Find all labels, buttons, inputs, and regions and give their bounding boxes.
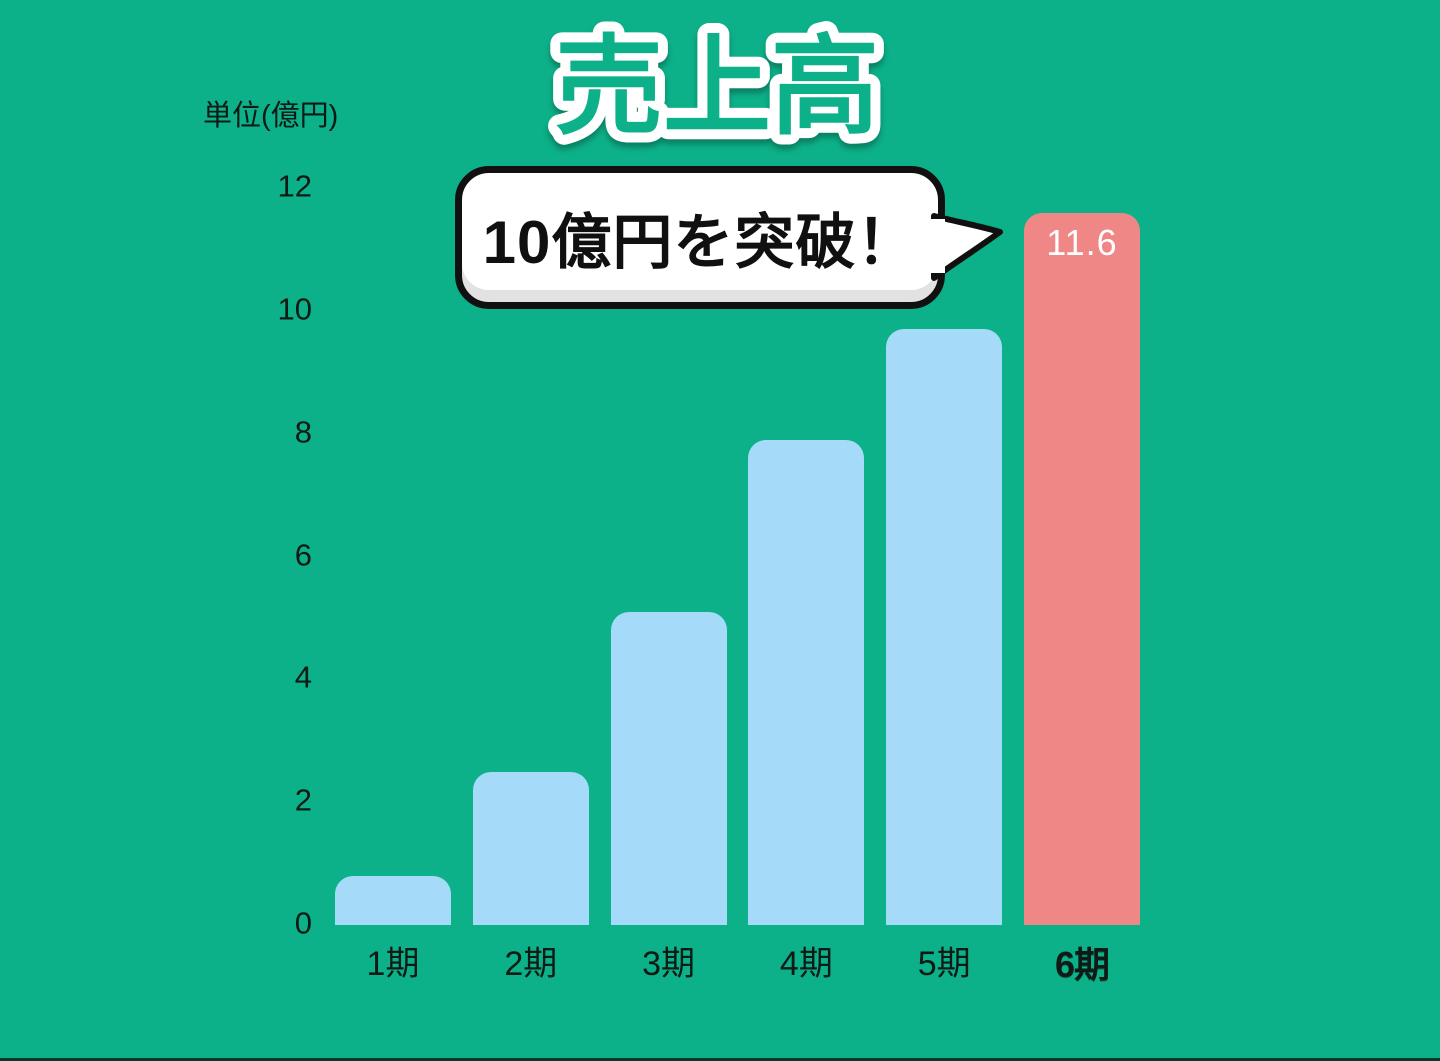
bar-1期 <box>335 875 451 925</box>
bar-2期 <box>472 771 589 925</box>
x-axis-label-3期: 3期 <box>642 945 696 983</box>
callout-bubble-tail-icon <box>928 213 1003 281</box>
callout-bubble: 10億円を突破！ <box>455 166 945 309</box>
x-axis-label-6期: 6期 <box>1054 944 1110 985</box>
chart-title: 売上高 <box>545 16 889 157</box>
y-axis-tick-label: 12 <box>277 168 312 204</box>
y-axis-tick-label: 10 <box>277 291 312 327</box>
x-axis-label-1期: 1期 <box>366 945 420 983</box>
x-axis-label-2期: 2期 <box>504 945 558 983</box>
y-axis-unit-label: 単位(億円) <box>203 100 339 132</box>
screenshot-bottom-border <box>0 1058 1440 1061</box>
y-axis-tick-label: 2 <box>294 782 312 818</box>
y-axis: 0 2 4 6 8 10 12 <box>190 0 312 1061</box>
y-axis-tick-label: 4 <box>294 659 312 695</box>
bar-3期 <box>610 611 727 925</box>
x-axis-label-4期: 4期 <box>779 945 833 983</box>
bar-4期 <box>748 439 865 925</box>
y-axis-tick-label: 0 <box>294 905 312 941</box>
callout-text: 10億円を突破！ <box>482 209 918 276</box>
bar-value-label: 11.6 <box>1046 221 1118 263</box>
y-axis-tick-label: 6 <box>294 537 312 573</box>
chart-title-text: 売上高 <box>555 26 879 147</box>
y-axis-tick-label: 8 <box>294 414 312 450</box>
x-axis-label-5期: 5期 <box>917 945 971 983</box>
bar-6期: 11.6 <box>1024 212 1140 925</box>
bar-5期 <box>886 329 1003 925</box>
